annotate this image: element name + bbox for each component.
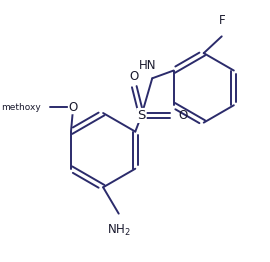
Text: S: S: [137, 109, 146, 122]
Text: O: O: [130, 70, 139, 83]
Text: methoxy: methoxy: [1, 102, 41, 112]
Text: O: O: [178, 109, 188, 122]
Text: NH$_2$: NH$_2$: [107, 223, 131, 238]
Text: HN: HN: [139, 59, 156, 72]
Text: F: F: [218, 14, 225, 27]
Text: O: O: [69, 101, 78, 113]
